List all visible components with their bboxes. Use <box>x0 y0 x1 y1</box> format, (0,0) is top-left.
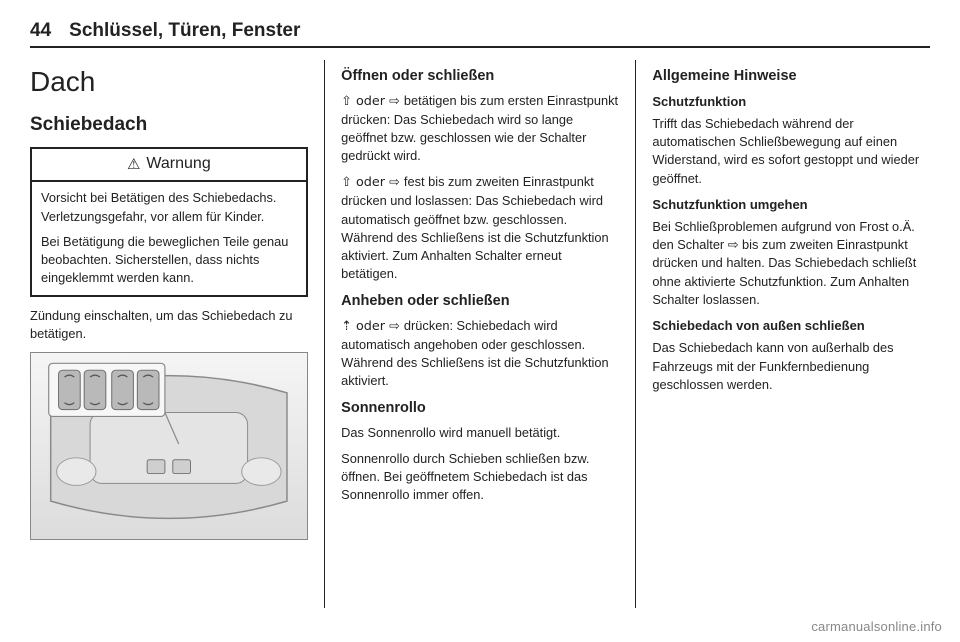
close-outside-p: Das Schiebedach kann von außerhalb des F… <box>652 339 930 393</box>
warning-label: Warnung <box>146 153 210 176</box>
heading-schiebedach: Schiebedach <box>30 112 308 139</box>
warning-body: Vorsicht bei Betätigen des Schiebedachs.… <box>32 182 306 295</box>
open-close-p2-text: fest bis zum zweiten Einrastpunkt drücke… <box>341 174 608 281</box>
override-p: Bei Schließproblemen aufgrund von Frost … <box>652 218 930 309</box>
manual-page: 44 Schlüssel, Türen, Fenster Dach Schieb… <box>0 0 960 642</box>
watermark: carmanualsonline.info <box>811 619 942 634</box>
warning-p1: Vorsicht bei Betätigen des Schiebedachs.… <box>41 189 297 225</box>
warning-p2: Bei Betätigung die beweglichen Teile gen… <box>41 233 297 287</box>
heading-override: Schutzfunktion umgehen <box>652 196 930 214</box>
sunblind-p2: Sonnenrollo durch Schieben schließen bzw… <box>341 450 619 504</box>
heading-raise-close: Anheben oder schließen <box>341 291 619 312</box>
switch-1 <box>59 370 81 409</box>
section-title: Schlüssel, Türen, Fenster <box>69 20 300 42</box>
content-columns: Dach Schiebedach ⚠ Warnung Vorsicht bei … <box>30 60 930 608</box>
page-number: 44 <box>30 20 51 42</box>
open-symbol-icon: ⇧ oder ⇨ <box>341 94 404 109</box>
column-3: Allgemeine Hinweise Schutzfunktion Triff… <box>636 60 930 608</box>
heading-sunblind: Sonnenrollo <box>341 398 619 419</box>
open-close-p1: ⇧ oder ⇨ betätigen bis zum ersten Einras… <box>341 92 619 166</box>
safety-fn-p: Trifft das Schiebedach während der autom… <box>652 115 930 188</box>
open-close-p2: ⇧ oder ⇨ fest bis zum zweiten Einrastpun… <box>341 173 619 283</box>
raise-symbol-icon: ⇡ oder ⇨ <box>341 319 404 334</box>
after-warning-text: Zündung einschalten, um das Schiebedach … <box>30 307 308 343</box>
switch-3 <box>112 370 134 409</box>
switch-4 <box>137 370 159 409</box>
console-recess <box>90 412 248 483</box>
light-button-2 <box>173 459 191 473</box>
heading-safety-fn: Schutzfunktion <box>652 93 930 111</box>
heading-open-close: Öffnen oder schließen <box>341 66 619 87</box>
page-header: 44 Schlüssel, Türen, Fenster <box>30 20 930 48</box>
warning-heading: ⚠ Warnung <box>32 149 306 183</box>
switch-2 <box>84 370 106 409</box>
warning-triangle-icon: ⚠ <box>127 157 140 172</box>
column-1: Dach Schiebedach ⚠ Warnung Vorsicht bei … <box>30 60 324 608</box>
heading-dach: Dach <box>30 62 308 102</box>
sunblind-p1: Das Sonnenrollo wird manuell betätigt. <box>341 424 619 442</box>
light-button-1 <box>147 459 165 473</box>
warning-box: ⚠ Warnung Vorsicht bei Betätigen des Sch… <box>30 147 308 298</box>
reading-light-right <box>242 457 281 485</box>
sunroof-svg <box>31 353 307 539</box>
column-2: Öffnen oder schließen ⇧ oder ⇨ betätigen… <box>325 60 635 608</box>
sunroof-illustration <box>30 352 308 540</box>
raise-close-p: ⇡ oder ⇨ drücken: Schiebedach wird autom… <box>341 317 619 391</box>
open-symbol-icon-2: ⇧ oder ⇨ <box>341 175 404 190</box>
heading-general: Allgemeine Hinweise <box>652 66 930 87</box>
reading-light-left <box>57 457 96 485</box>
heading-close-outside: Schiebedach von außen schließen <box>652 317 930 335</box>
